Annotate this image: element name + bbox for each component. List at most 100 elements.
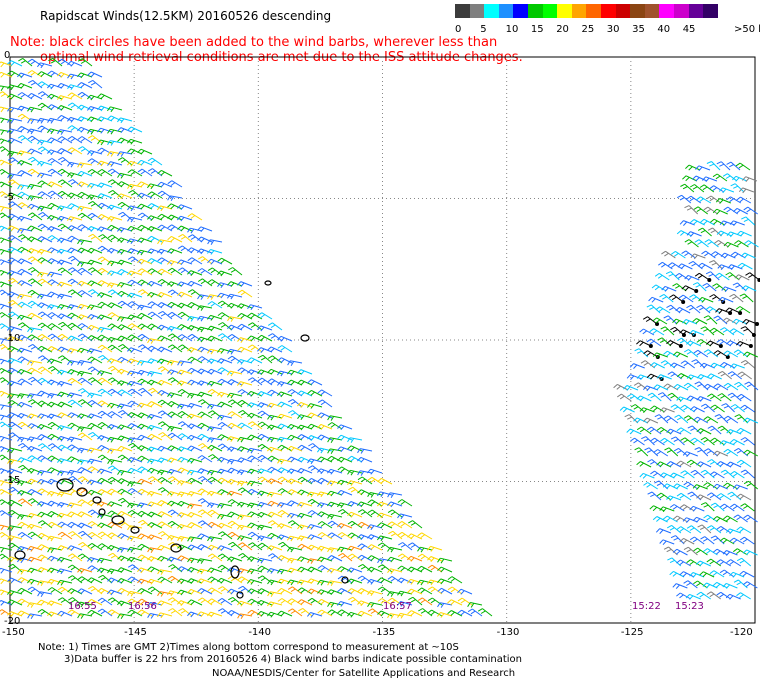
wind-barb xyxy=(137,289,153,298)
wind-barb xyxy=(257,535,273,542)
wind-barb xyxy=(17,521,33,529)
wind-barb xyxy=(660,360,676,369)
wind-barb xyxy=(37,311,53,320)
wind-barb xyxy=(418,608,433,617)
wind-barb xyxy=(257,511,273,518)
wind-barb xyxy=(656,461,672,468)
wind-barb xyxy=(107,216,123,222)
wind-barb xyxy=(347,480,363,486)
wind-barb xyxy=(720,469,735,479)
wind-barb xyxy=(37,191,53,199)
wind-barb xyxy=(377,477,393,485)
wind-barb xyxy=(277,523,293,529)
wind-barb xyxy=(147,446,163,453)
wind-barb xyxy=(57,281,73,288)
wind-barb xyxy=(660,326,675,336)
wind-barb xyxy=(17,184,33,191)
wind-barb xyxy=(720,503,735,512)
wind-barb xyxy=(97,454,113,463)
wind-barb xyxy=(297,566,313,573)
wind-barb xyxy=(730,404,745,413)
wind-barb xyxy=(17,202,33,210)
wind-barb xyxy=(277,509,293,518)
wind-barb xyxy=(88,200,103,210)
wind-barb xyxy=(726,429,742,435)
wind-barb xyxy=(672,515,688,523)
wind-barb xyxy=(137,598,153,606)
wind-barb xyxy=(97,597,113,606)
wind-barb xyxy=(197,611,213,618)
wind-barb xyxy=(694,381,709,391)
wind-barb xyxy=(0,489,13,496)
wind-barb xyxy=(197,544,213,551)
wind-barb xyxy=(739,293,754,303)
legend-level: 10 xyxy=(505,24,519,35)
wind-barb xyxy=(177,324,193,331)
wind-barb xyxy=(8,277,23,287)
wind-barb xyxy=(0,480,13,486)
wind-barb xyxy=(187,333,203,342)
wind-barb xyxy=(197,268,213,276)
wind-barb xyxy=(27,168,43,177)
island-outline xyxy=(56,478,74,492)
wind-barb xyxy=(257,325,273,332)
wind-barb xyxy=(207,335,223,342)
wind-barb xyxy=(277,423,293,430)
wind-barb xyxy=(0,117,13,124)
wind-barb xyxy=(147,345,163,353)
wind-barb xyxy=(197,278,213,287)
wind-barb xyxy=(77,333,93,342)
legend-swatch xyxy=(484,4,500,18)
wind-barb xyxy=(137,423,153,430)
wind-barb xyxy=(137,237,153,244)
wind-barb xyxy=(87,422,103,430)
contamination-note-line1: Note: black circles have been added to t… xyxy=(10,35,498,50)
wind-barb xyxy=(457,588,473,595)
wind-barb xyxy=(227,302,243,309)
wind-barb xyxy=(77,413,93,420)
longitude-label: -150 xyxy=(2,627,25,638)
wind-barb xyxy=(88,585,103,595)
wind-barb xyxy=(27,367,43,375)
wind-barb xyxy=(727,491,742,501)
wind-barb xyxy=(37,117,53,124)
wind-barb xyxy=(67,545,83,552)
wind-barb xyxy=(97,531,113,540)
wind-barb xyxy=(337,601,353,607)
wind-barb xyxy=(117,533,133,540)
wind-barb xyxy=(97,543,113,551)
wind-barb xyxy=(187,301,203,309)
wind-barb xyxy=(77,522,93,529)
wind-barb xyxy=(187,289,203,298)
wind-barb xyxy=(697,262,713,270)
wind-barb xyxy=(744,381,759,391)
wind-barb xyxy=(237,289,253,298)
wind-barb xyxy=(317,565,333,573)
wind-barb xyxy=(167,289,183,298)
wind-barb xyxy=(37,223,53,232)
wind-barb xyxy=(327,480,343,487)
wind-barb xyxy=(127,292,143,299)
wind-barb xyxy=(197,509,213,518)
wind-barb xyxy=(7,611,23,617)
wind-barb xyxy=(0,589,13,596)
wind-barb xyxy=(47,235,63,243)
wind-barb xyxy=(710,437,725,446)
wind-barb xyxy=(97,567,113,574)
wind-barb xyxy=(684,274,700,281)
wind-barb xyxy=(57,502,73,508)
wind-barb xyxy=(127,248,143,254)
wind-barb xyxy=(287,512,303,519)
wind-barb xyxy=(167,281,183,288)
wind-barb xyxy=(7,84,23,91)
wind-barb xyxy=(127,358,143,365)
wind-barb xyxy=(87,150,103,156)
wind-barb xyxy=(267,424,283,431)
wind-barb xyxy=(87,542,103,551)
wind-barb xyxy=(237,535,253,541)
wind-barb xyxy=(47,433,63,441)
wind-barb xyxy=(47,443,63,452)
wind-barb xyxy=(0,159,13,166)
wind-barb xyxy=(58,156,73,166)
wind-barb xyxy=(387,521,403,529)
